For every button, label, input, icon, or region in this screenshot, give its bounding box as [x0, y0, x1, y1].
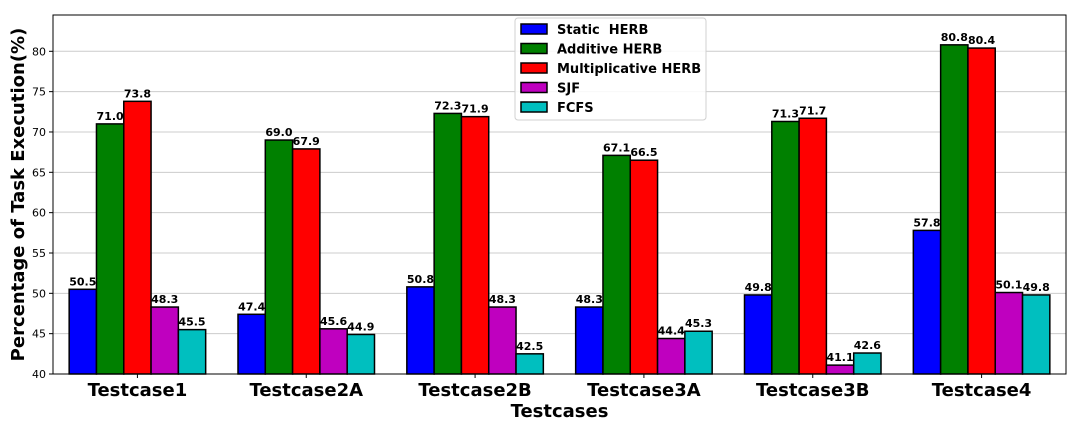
bar-value-label: 42.6 — [854, 339, 881, 352]
y-tick-label: 55 — [32, 247, 46, 260]
bar-value-label: 48.3 — [576, 293, 603, 306]
bar-value-label: 50.5 — [69, 275, 96, 288]
bar — [684, 330, 713, 375]
legend-label: FCFS — [557, 101, 594, 116]
legend: Static HERB Additive HERB Multiplicative H… — [514, 17, 707, 121]
bar — [95, 123, 125, 375]
bar — [177, 328, 207, 375]
bar — [1021, 294, 1051, 375]
bar — [237, 313, 267, 375]
bar-value-label: 45.6 — [320, 315, 347, 328]
legend-label: Static HERB — [557, 23, 648, 38]
bar — [264, 139, 294, 375]
bar-value-label: 72.3 — [434, 99, 461, 112]
bar — [771, 120, 800, 375]
bar — [852, 352, 882, 375]
legend-swatch — [520, 101, 548, 113]
bar-value-label: 57.8 — [913, 216, 940, 229]
bar-value-label: 73.8 — [124, 87, 151, 100]
bar — [487, 306, 517, 375]
bar-value-label: 69.0 — [265, 126, 292, 139]
y-tick-label: 40 — [32, 368, 46, 381]
bar-value-label: 48.3 — [489, 293, 516, 306]
y-tick-label: 80 — [32, 45, 46, 58]
bar-value-label: 47.4 — [238, 300, 265, 313]
x-tick-label: Testcase4 — [932, 380, 1032, 401]
y-tick-label: 65 — [32, 166, 46, 179]
x-tick-label: Testcase2A — [249, 380, 363, 401]
bar — [798, 117, 828, 375]
bar-value-label: 44.4 — [658, 325, 685, 338]
bar-value-label: 67.9 — [293, 135, 320, 148]
bar — [319, 328, 348, 375]
bar-value-label: 50.1 — [995, 279, 1022, 292]
bar-value-label: 48.3 — [151, 293, 178, 306]
legend-swatch — [520, 42, 548, 55]
bar-value-label: 80.8 — [941, 31, 968, 44]
bar-value-label: 45.3 — [685, 317, 712, 330]
bar — [291, 148, 321, 375]
legend-label: Additive HERB — [557, 43, 662, 58]
legend-label: Multiplicative HERB — [557, 62, 701, 77]
y-tick-label: 70 — [32, 126, 46, 139]
y-tick-label: 50 — [32, 287, 46, 300]
legend-label: SJF — [557, 82, 580, 97]
bar-value-label: 71.3 — [772, 107, 799, 120]
bars — [68, 44, 1051, 375]
bar — [346, 333, 376, 375]
x-axis-title: Testcases — [511, 401, 609, 422]
bar — [656, 337, 686, 375]
legend-swatch — [520, 81, 548, 94]
bar — [68, 288, 98, 375]
bar-value-label: 71.0 — [97, 110, 124, 123]
bar-value-label: 71.7 — [799, 104, 826, 117]
y-tick-label: 45 — [32, 328, 46, 341]
y-axis-title: Percentage of Task Execution(%) — [8, 28, 29, 362]
bar — [123, 100, 152, 375]
bar — [825, 364, 855, 375]
bar — [629, 159, 659, 375]
x-tick-label: Testcase3A — [587, 380, 701, 401]
x-tick-label: Testcase1 — [88, 380, 188, 401]
bar-value-label: 49.8 — [745, 281, 772, 294]
y-tick-label: 60 — [32, 207, 46, 220]
bar — [939, 44, 969, 375]
bar — [406, 286, 435, 375]
value-labels: 50.571.073.848.345.547.469.067.945.6 44.9… — [69, 31, 1050, 364]
bar — [574, 306, 604, 375]
legend-swatch — [520, 23, 548, 35]
bar — [602, 154, 632, 375]
x-tick-label: Testcase2B — [418, 380, 531, 401]
bar — [460, 115, 490, 375]
y-tick-label: 75 — [32, 86, 46, 99]
bar-value-label: 80.4 — [968, 34, 995, 47]
bar-value-label: 44.9 — [347, 320, 374, 333]
bar — [433, 112, 463, 375]
bar — [515, 353, 545, 375]
bar-value-label: 50.8 — [407, 273, 434, 286]
bar-value-label: 71.9 — [462, 103, 489, 116]
x-axis-ticks: Testcase1 Testcase2A Testcase2B Testcase3A T… — [88, 374, 1032, 401]
bar-value-label: 41.1 — [826, 351, 853, 364]
plot-frame — [52, 14, 1067, 375]
bar — [150, 306, 180, 375]
bar-value-label: 49.8 — [1023, 281, 1050, 294]
bar — [912, 229, 942, 375]
legend-swatch — [520, 62, 548, 74]
bar — [967, 47, 996, 375]
bar — [994, 291, 1024, 375]
bar-value-label: 66.5 — [630, 146, 657, 159]
bar-value-label: 45.5 — [178, 316, 205, 329]
x-tick-label: Testcase3B — [756, 380, 869, 401]
y-axis-ticks: 40 45 50 55 60 65 70 75 80 — [32, 45, 53, 381]
bar-value-label: 42.5 — [516, 340, 543, 353]
legend-box — [514, 17, 707, 121]
bar — [743, 294, 773, 375]
bar-value-label: 67.1 — [603, 141, 630, 154]
